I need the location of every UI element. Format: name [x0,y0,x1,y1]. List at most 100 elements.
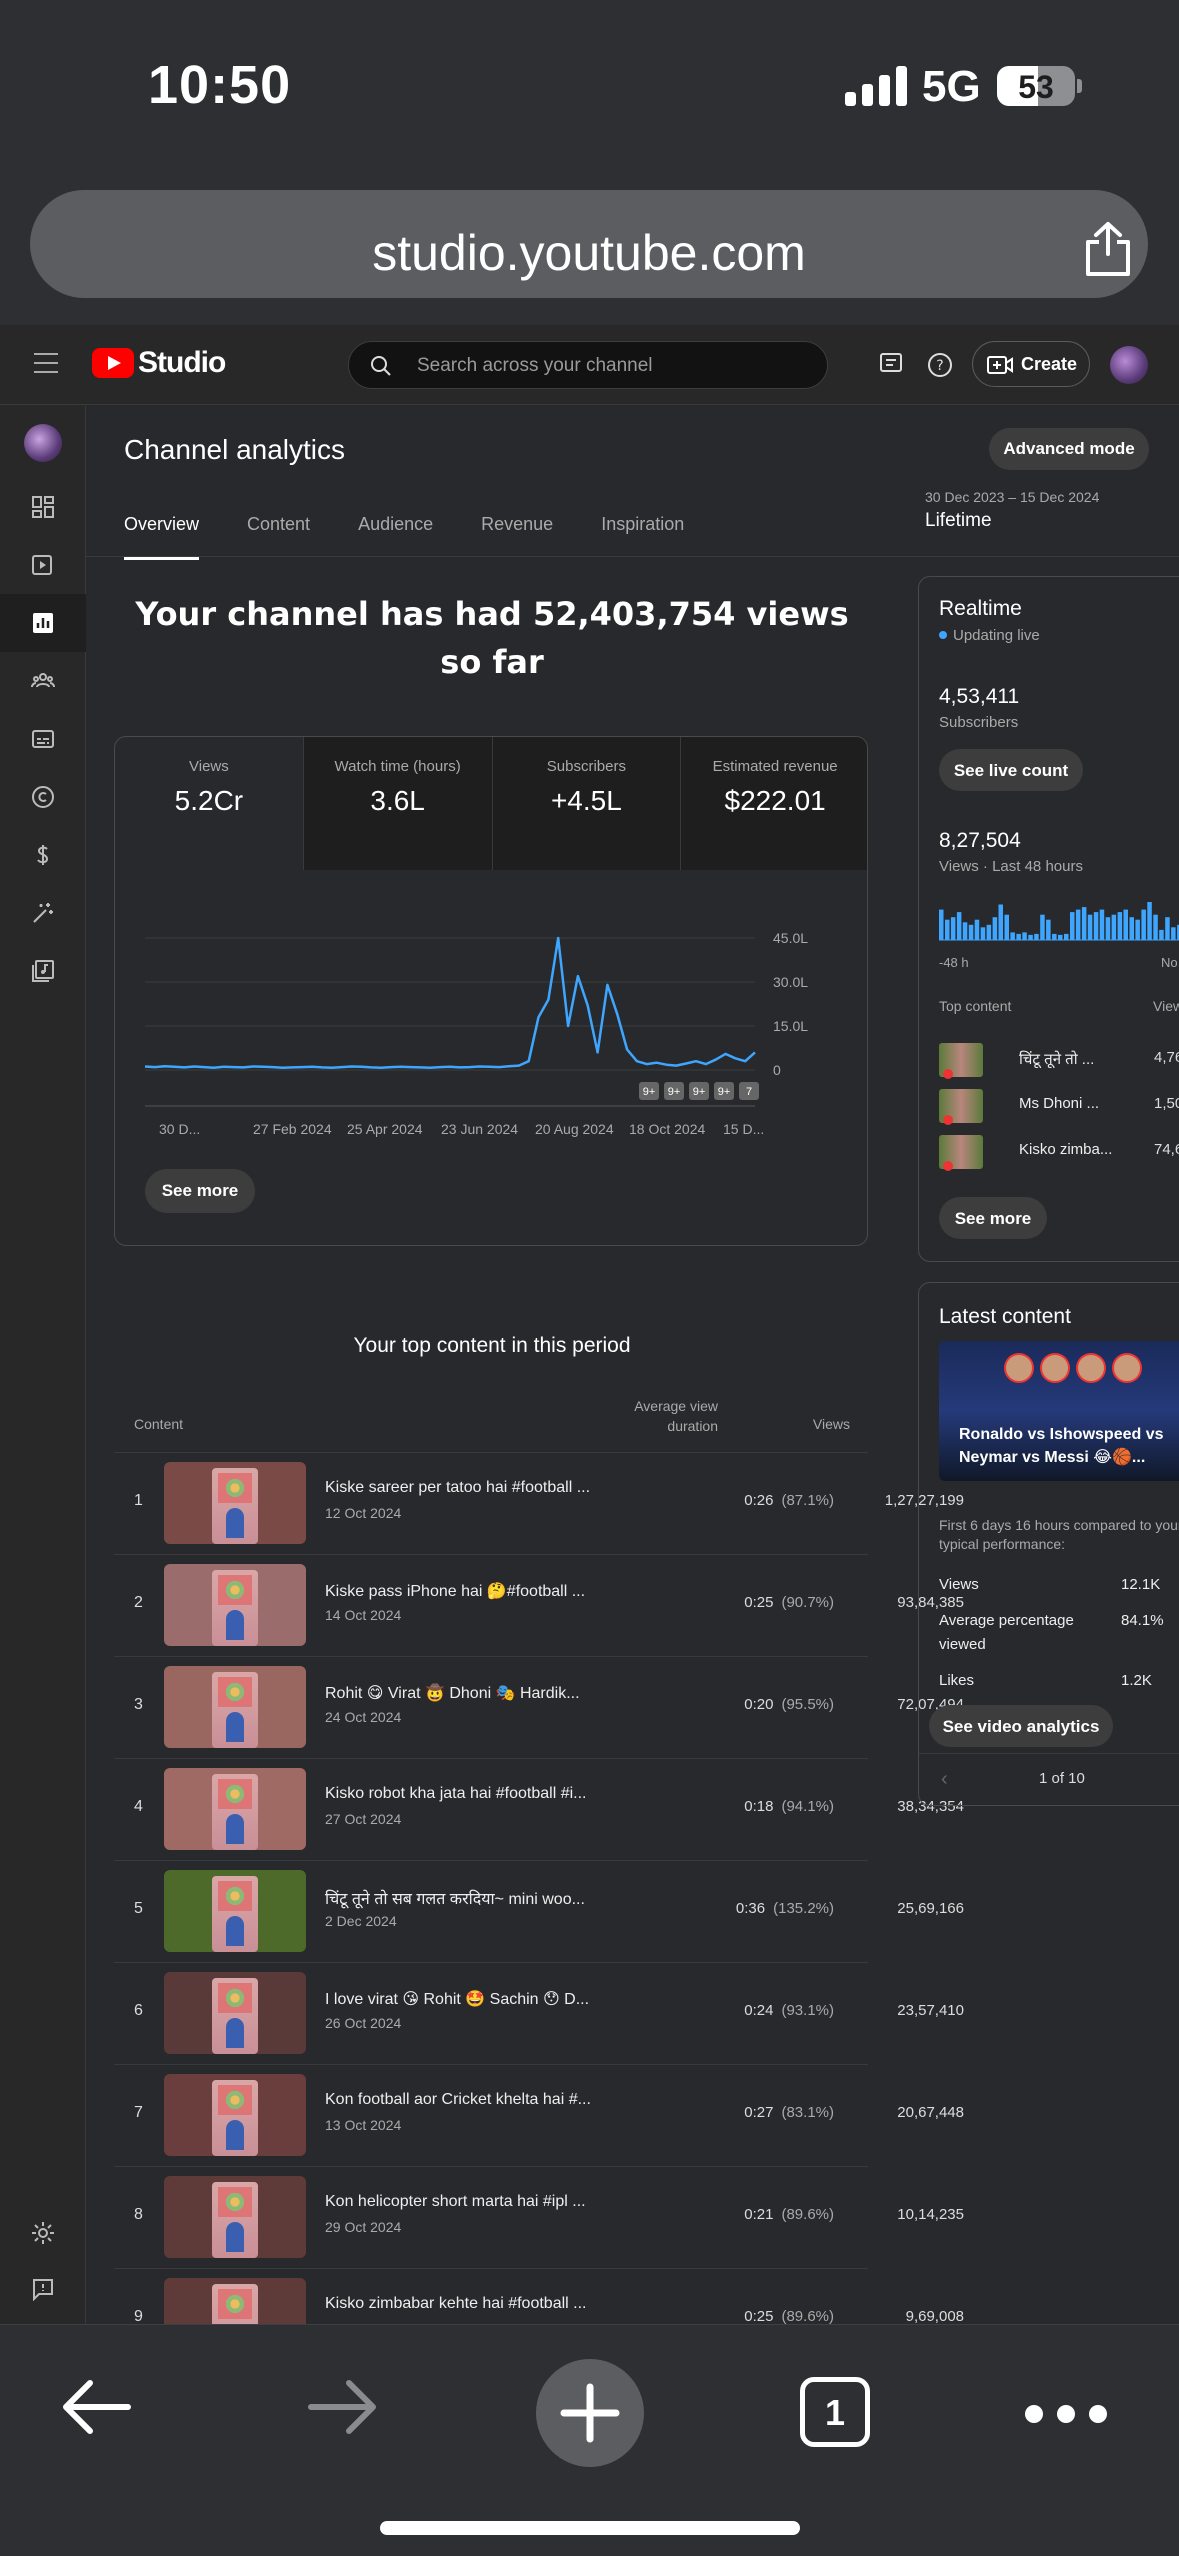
avd-time: 0:26 [744,1492,774,1509]
item-views: 74,68 [1154,1141,1179,1158]
help-icon[interactable]: ? [926,351,954,379]
realtime-item[interactable]: Kisko zimba... 74,68 [939,1133,1179,1173]
video-thumbnail[interactable] [164,2176,306,2258]
tab-overview[interactable]: Overview [124,514,200,560]
address-bar[interactable]: studio.youtube.com [30,190,1148,298]
date-range[interactable]: 30 Dec 2023 – 15 Dec 2024 [925,489,1100,505]
video-thumbnail[interactable] [164,1462,306,1544]
avd-percent: (83.1%) [781,2104,834,2121]
views-line-chart[interactable]: 45.0L 30.0L 15.0L 0 9+ 9+ 9+ 9+ 7 30 D... 27 Feb 2… [115,870,868,1160]
video-title[interactable]: Kisko zimbabar kehte hai #football ... [325,2295,587,2312]
table-row[interactable]: 4 Kisko robot kha jata hai #football #i..… [114,1758,964,1860]
stat-label: Average percentage viewed [939,1612,1074,1653]
row-divider [114,1554,868,1555]
video-title[interactable]: चिंटू तूने तो सब गलत करदिया~ mini woo... [325,1891,585,1908]
menu-icon[interactable] [34,353,58,380]
search-input[interactable]: Search across your channel [348,341,828,389]
tab-revenue[interactable]: Revenue [481,514,554,534]
video-thumbnail[interactable] [164,1768,306,1850]
realtime-see-more-button[interactable]: See more [939,1197,1047,1239]
tab-switcher-button[interactable]: 1 [800,2377,870,2447]
metric-estimated-revenue[interactable]: Estimated revenue $222.01 [680,737,867,870]
url-text[interactable]: studio.youtube.com [372,225,806,281]
realtime-item[interactable]: चिंटू तूने तो ... 4,76,08 [939,1041,1179,1081]
top-content-title: Your top content in this period [353,1334,631,1357]
metric-watch-time[interactable]: Watch time (hours) 3.6L [302,737,492,870]
tab-inspiration[interactable]: Inspiration [601,514,685,534]
tab-content[interactable]: Content [247,514,311,534]
metric-subscribers[interactable]: Subscribers +4.5L [491,737,681,870]
see-live-count-button[interactable]: See live count [939,749,1083,791]
nav-earn[interactable] [0,826,86,884]
nav-copyright[interactable] [0,768,86,826]
chevron-left-icon[interactable]: ‹ [941,1768,948,1790]
video-thumbnail[interactable] [164,1564,306,1646]
nav-send-feedback[interactable] [0,2260,86,2318]
channel-avatar[interactable] [24,424,62,462]
see-more-button[interactable]: See more [145,1169,255,1213]
more-options-icon[interactable] [1025,2405,1107,2423]
nav-subtitles[interactable] [0,710,86,768]
nav-audio-library[interactable] [0,942,86,1000]
view-count: 25,69,166 [897,1900,964,1917]
video-title[interactable]: Kon helicopter short marta hai #ipl ... [325,2193,586,2210]
publish-date: 2 Dec 2024 [325,1913,397,1929]
video-title[interactable]: Kon football aor Cricket khelta hai #... [325,2091,591,2108]
back-arrow-icon[interactable] [58,2377,134,2437]
video-thumbnail[interactable] [164,1972,306,2054]
feedback-icon[interactable] [878,351,904,377]
view-count: 93,84,385 [897,1594,964,1611]
video-title[interactable]: Kisko robot kha jata hai #football #i... [325,1785,587,1802]
video-thumbnail[interactable] [164,1666,306,1748]
video-thumbnail[interactable] [164,2074,306,2156]
nav-content[interactable] [0,536,86,594]
video-thumbnail[interactable] [164,1870,306,1952]
table-row[interactable]: 6 I love virat 😘 Rohit 🤩 Sachin 😯 D... 26 … [114,1962,964,2064]
table-row[interactable]: 9 Kisko zimbabar kehte hai #football ... 0… [114,2268,964,2324]
video-title[interactable]: Rohit 😋 Virat 🤠 Dhoni 🎭 Hardik... [325,1685,580,1702]
video-thumbnail[interactable] [164,2278,306,2324]
y-tick-label: 45.0L [773,930,808,946]
thumbnail-phone-art [212,2284,258,2324]
table-row[interactable]: 8 Kon helicopter short marta hai #ipl ...… [114,2166,964,2268]
latest-content-card: Latest content Ronaldo vs Ishowspeed vs … [918,1282,1179,1806]
publish-date: 24 Oct 2024 [325,1709,402,1725]
metric-views[interactable]: Views 5.2Cr [115,737,303,870]
video-title[interactable]: Kiske pass iPhone hai 🤔#football ... [325,1583,586,1600]
metric-tabs: Views 5.2Cr Watch time (hours) 3.6L Subs… [115,737,867,870]
nav-dashboard[interactable] [0,478,86,536]
nav-customization[interactable] [0,884,86,942]
row-divider [114,2064,868,2065]
nav-settings[interactable] [0,2204,86,2262]
realtime-item[interactable]: Ms Dhoni ... 1,50,33 [939,1087,1179,1127]
nav-analytics[interactable] [0,594,86,652]
realtime-views-value: 8,27,504 [939,829,1021,852]
share-icon[interactable] [1082,220,1134,278]
youtube-logo-icon[interactable] [92,348,134,378]
date-picker-label[interactable]: Lifetime [925,510,992,531]
forward-arrow-icon[interactable] [305,2377,381,2437]
feedback-flag-icon [33,2279,53,2301]
nav-community[interactable] [0,652,86,710]
advanced-mode-button[interactable]: Advanced mode [989,428,1149,470]
new-tab-button[interactable] [536,2359,644,2467]
account-avatar[interactable] [1110,346,1148,384]
table-row[interactable]: 7 Kon football aor Cricket khelta hai #..… [114,2064,964,2166]
create-button[interactable]: Create [972,341,1090,387]
video-title[interactable]: Kiske sareer per tatoo hai #football ... [325,1479,591,1496]
table-row[interactable]: 1 Kiske sareer per tatoo hai #football ..… [114,1452,964,1554]
video-title[interactable]: I love virat 😘 Rohit 🤩 Sachin 😯 D... [325,1991,590,2008]
card-divider [919,1753,1179,1754]
avg-view-duration: 0:24 (93.1%) [594,2002,834,2019]
overview-metrics-card: Views 5.2Cr Watch time (hours) 3.6L Subs… [114,736,868,1246]
realtime-bar [986,924,992,940]
table-row[interactable]: 5 चिंटू तूने तो सब गलत करदिया~ mini woo..… [114,1860,964,1962]
table-row[interactable]: 2 Kiske pass iPhone hai 🤔#football ... 14 … [114,1554,964,1656]
studio-wordmark[interactable]: Studio [138,346,226,379]
see-video-analytics-button[interactable]: See video analytics [929,1705,1113,1747]
table-row[interactable]: 3 Rohit 😋 Virat 🤠 Dhoni 🎭 Hardik... 24 Oct… [114,1656,964,1758]
realtime-bar-chart[interactable] [939,902,1179,946]
avd-percent: (90.7%) [781,1594,834,1611]
tab-audience[interactable]: Audience [358,514,434,534]
latest-video-thumbnail[interactable]: Ronaldo vs Ishowspeed vs Neymar vs Messi… [939,1341,1179,1481]
